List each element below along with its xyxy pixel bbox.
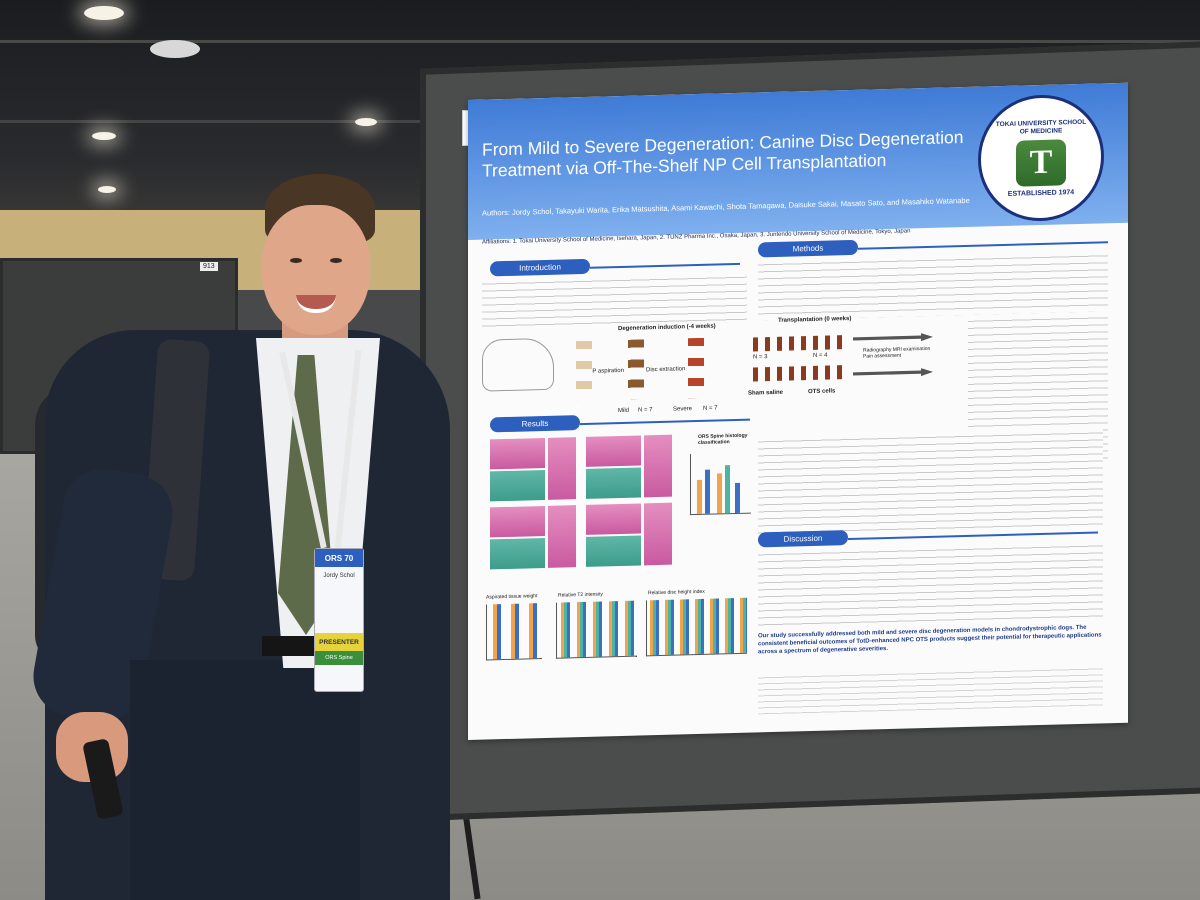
label-np-aspiration: NP aspiration <box>588 367 624 375</box>
smile <box>296 295 336 313</box>
label-n7-severe: N = 7 <box>703 405 718 412</box>
ceiling-fixture <box>150 40 200 58</box>
histology-image <box>586 535 641 567</box>
syringe-row-figure <box>753 365 843 382</box>
histology-image <box>490 469 545 502</box>
syringe-row-figure <box>753 335 843 352</box>
methods-text <box>758 251 1108 321</box>
histology-image <box>644 434 672 498</box>
histology-image <box>548 505 576 568</box>
histology-image <box>548 437 576 500</box>
label-t2: Relative T2 intensity <box>558 591 603 599</box>
ceiling-light <box>84 6 124 20</box>
label-transplantation: Transplantation (0 weeks) <box>778 315 852 324</box>
conclusion-text: Our study successfully addressed both mi… <box>758 624 1102 656</box>
ceiling-light <box>98 186 116 193</box>
chart-bar <box>735 482 740 514</box>
discussion-text <box>758 541 1103 629</box>
timeline-arrow-icon <box>853 368 933 378</box>
spine-segment-figure <box>576 340 592 402</box>
ceiling-light <box>92 132 116 140</box>
t2-intensity-chart <box>556 600 637 659</box>
eye <box>290 258 302 263</box>
seal-bottom-text: ESTABLISHED 1974 <box>1007 188 1075 198</box>
section-introduction: Introduction <box>490 258 590 277</box>
label-sham-saline: Sham saline <box>748 389 784 397</box>
label-mild: Mild <box>618 407 630 415</box>
label-aspirated-weight: Aspirated tissue weight <box>486 593 538 601</box>
histology-image <box>490 537 545 570</box>
section-divider <box>590 262 740 269</box>
disc-height-chart <box>646 597 747 657</box>
chart-bar <box>697 479 702 515</box>
chart-bar <box>705 469 710 514</box>
badge-footer: ORS Spine <box>315 651 363 665</box>
name-badge: ORS 70 Jordy Schol PRESENTER ORS Spine <box>314 548 364 692</box>
aspirated-weight-chart <box>486 603 542 661</box>
chart-bar <box>717 473 722 514</box>
label-n4: N = 4 <box>813 352 828 359</box>
spine-segment-figure <box>688 337 704 399</box>
timeline-arrow-icon <box>853 333 933 343</box>
results-text <box>758 428 1103 538</box>
badge-name: Jordy Schol <box>323 573 355 579</box>
section-divider <box>858 241 1108 250</box>
histology-bar-chart <box>690 452 751 516</box>
label-radiography: Radiography MRI examination Pain assessm… <box>863 345 931 360</box>
histology-image <box>490 437 545 470</box>
label-histology: ORS Spine histology classification <box>698 432 748 446</box>
section-discussion: Discussion <box>758 530 848 548</box>
chart-bar <box>725 465 730 514</box>
histology-image <box>490 505 545 538</box>
face <box>262 205 370 335</box>
histology-image <box>586 467 641 499</box>
label-ots-cells: OTS cells <box>808 388 836 396</box>
histology-image <box>586 503 641 535</box>
label-severe: Severe <box>673 406 693 413</box>
spine-segment-figure <box>628 339 644 400</box>
research-poster: From Mild to Severe Degeneration: Canine… <box>468 82 1128 741</box>
ceiling-light <box>355 118 377 126</box>
badge-header: ORS 70 <box>315 549 363 567</box>
background-board-number: 913 <box>200 262 218 271</box>
label-n3: N = 3 <box>753 354 768 361</box>
section-methods: Methods <box>758 239 858 258</box>
seal-emblem-icon: T <box>1016 138 1066 187</box>
dog-outline-figure <box>482 337 554 392</box>
histology-image <box>586 435 641 467</box>
eye <box>330 258 342 263</box>
label-degeneration-induction: Degeneration induction (-4 weeks) <box>618 323 716 333</box>
section-divider <box>580 418 750 426</box>
label-disc-extraction: Disc extraction <box>646 366 686 374</box>
section-results: Results <box>490 415 580 433</box>
seal-top-text: TOKAI UNIVERSITY SCHOOL OF MEDICINE <box>995 118 1087 136</box>
histology-image <box>644 502 672 566</box>
ceiling-truss <box>0 40 1200 43</box>
label-disc-height: Relative disc height index <box>648 588 705 597</box>
badge-presenter-ribbon: PRESENTER <box>315 633 363 651</box>
trousers <box>130 660 360 900</box>
label-n7-mild: N = 7 <box>638 407 653 414</box>
references-text <box>758 665 1103 715</box>
